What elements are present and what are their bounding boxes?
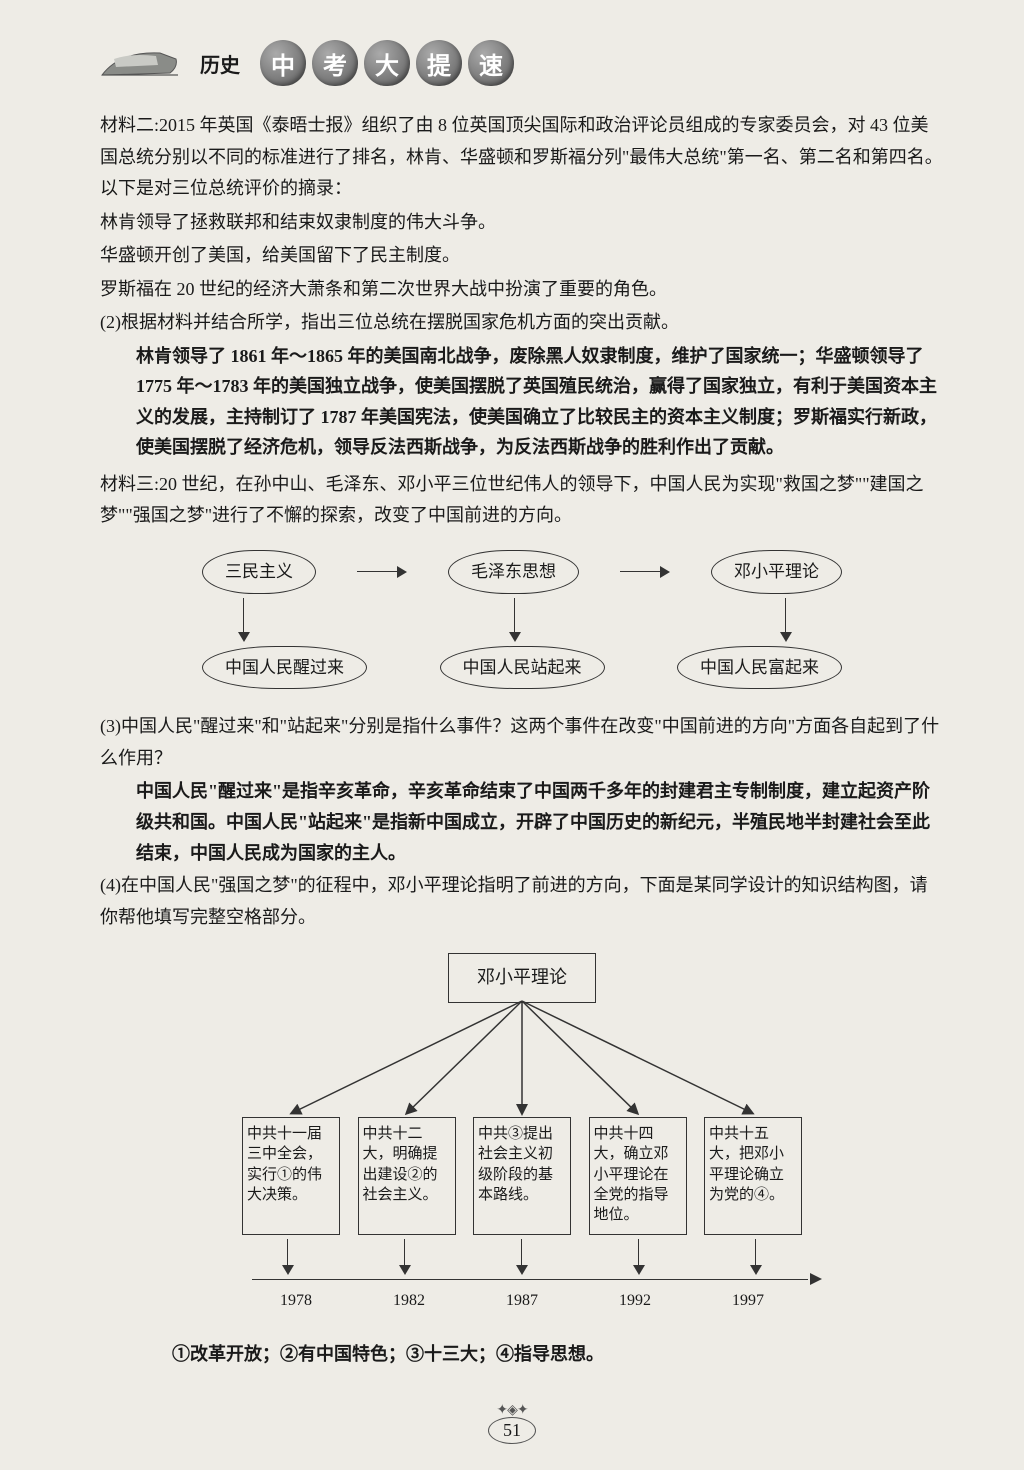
material3-lead: 材料三:20 世纪，在孙中山、毛泽东、邓小平三位世纪伟人的领导下，中国人民为实现… xyxy=(100,469,944,532)
question-4: (4)在中国人民"强国之梦"的征程中，邓小平理论指明了前进的方向，下面是某同学设… xyxy=(100,870,944,933)
arrow-down-icon xyxy=(238,598,250,642)
arrow-down-icon xyxy=(282,1239,294,1275)
material2-washington: 华盛顿开创了美国，给美国留下了民主制度。 xyxy=(100,240,944,272)
year-label: 1997 xyxy=(732,1287,764,1315)
page: 历史 中 考 大 提 速 材料二:2015 年英国《泰晤士报》组织了由 8 位英… xyxy=(0,0,1024,1470)
arrow-down-icon xyxy=(750,1239,762,1275)
arrow-right-icon xyxy=(810,1273,822,1285)
root-box: 邓小平理论 xyxy=(448,953,596,1003)
answer-3: 中国人民"醒过来"是指辛亥革命，辛亥革命结束了中国两千多年的封建君主专制制度，建… xyxy=(136,776,944,868)
leaf-box: 中共十四大，确立邓小平理论在全党的指导地位。 xyxy=(589,1117,687,1235)
diagram-three-theories: 三民主义 毛泽东思想 邓小平理论 中国人民醒过来 中国人民站起来 中国人民富起来 xyxy=(202,550,842,690)
page-header: 历史 中 考 大 提 速 xyxy=(100,40,944,86)
material2-lead: 材料二:2015 年英国《泰晤士报》组织了由 8 位英国顶尖国际和政治评论员组成… xyxy=(100,110,944,205)
train-icon xyxy=(100,45,180,81)
leaf-box: 中共十一届三中全会，实行①的伟大决策。 xyxy=(242,1117,340,1235)
title-emblems: 中 考 大 提 速 xyxy=(260,40,514,86)
timeline: 1978 1982 1987 1992 1997 xyxy=(252,1279,822,1319)
year-label: 1982 xyxy=(393,1287,425,1315)
leaf-box: 中共十二大，明确提出建设②的社会主义。 xyxy=(358,1117,456,1235)
subject-label: 历史 xyxy=(200,49,240,78)
oval-node: 毛泽东思想 xyxy=(448,550,579,594)
arrow-down-icon xyxy=(399,1239,411,1275)
answer-4-fill: ①改革开放；②有中国特色；③十三大；④指导思想。 xyxy=(172,1339,944,1371)
leaf-row: 中共十一届三中全会，实行①的伟大决策。 中共十二大，明确提出建设②的社会主义。 … xyxy=(242,1117,802,1235)
material2-lincoln: 林肯领导了拯救联邦和结束奴隶制度的伟大斗争。 xyxy=(100,207,944,239)
emblem-char: 考 xyxy=(312,40,358,86)
material2-roosevelt: 罗斯福在 20 世纪的经济大萧条和第二次世界大战中扮演了重要的角色。 xyxy=(100,274,944,306)
branch-arrows-icon xyxy=(242,997,802,1117)
emblem-char: 提 xyxy=(416,40,462,86)
diagram1-bottom-row: 中国人民醒过来 中国人民站起来 中国人民富起来 xyxy=(202,646,842,690)
arrow-down-icon xyxy=(633,1239,645,1275)
page-number: ✦◈✦ 51 xyxy=(477,1402,547,1444)
leaf-box: 中共十五大，把邓小平理论确立为党的④。 xyxy=(704,1117,802,1235)
answer-2: 林肯领导了 1861 年～1865 年的美国南北战争，废除黑人奴隶制度，维护了国… xyxy=(136,341,944,463)
page-number-value: 51 xyxy=(488,1417,536,1444)
timeline-line xyxy=(252,1279,808,1280)
arrow-down-icon xyxy=(780,598,792,642)
diagram1-v-arrows xyxy=(238,598,792,642)
arrow-right-icon xyxy=(620,566,670,578)
question-3: (3)中国人民"醒过来"和"站起来"分别是指什么事件？这两个事件在改变"中国前进… xyxy=(100,711,944,774)
diagram1-top-row: 三民主义 毛泽东思想 邓小平理论 xyxy=(202,550,842,594)
year-label: 1987 xyxy=(506,1287,538,1315)
oval-node: 中国人民富起来 xyxy=(677,646,842,690)
arrow-down-icon xyxy=(516,1239,528,1275)
emblem-char: 速 xyxy=(468,40,514,86)
emblem-char: 大 xyxy=(364,40,410,86)
body-text: 材料二:2015 年英国《泰晤士报》组织了由 8 位英国顶尖国际和政治评论员组成… xyxy=(100,110,944,1371)
oval-node: 邓小平理论 xyxy=(711,550,842,594)
oval-node: 三民主义 xyxy=(202,550,316,594)
arrow-down-icon xyxy=(509,598,521,642)
emblem-char: 中 xyxy=(260,40,306,86)
oval-node: 中国人民站起来 xyxy=(440,646,605,690)
question-2: (2)根据材料并结合所学，指出三位总统在摆脱国家危机方面的突出贡献。 xyxy=(100,307,944,339)
diagram-deng-theory: 邓小平理论 中共十一届三中全会，实行①的伟大决策。 中共十二大，明确提出建设②的… xyxy=(242,953,802,1333)
arrow-right-icon xyxy=(357,566,407,578)
oval-node: 中国人民醒过来 xyxy=(202,646,367,690)
year-label: 1978 xyxy=(280,1287,312,1315)
timeline-years: 1978 1982 1987 1992 1997 xyxy=(252,1287,792,1315)
leaf-box: 中共③提出社会主义初级阶段的基本路线。 xyxy=(473,1117,571,1235)
year-label: 1992 xyxy=(619,1287,651,1315)
timeline-down-arrows xyxy=(242,1239,802,1275)
